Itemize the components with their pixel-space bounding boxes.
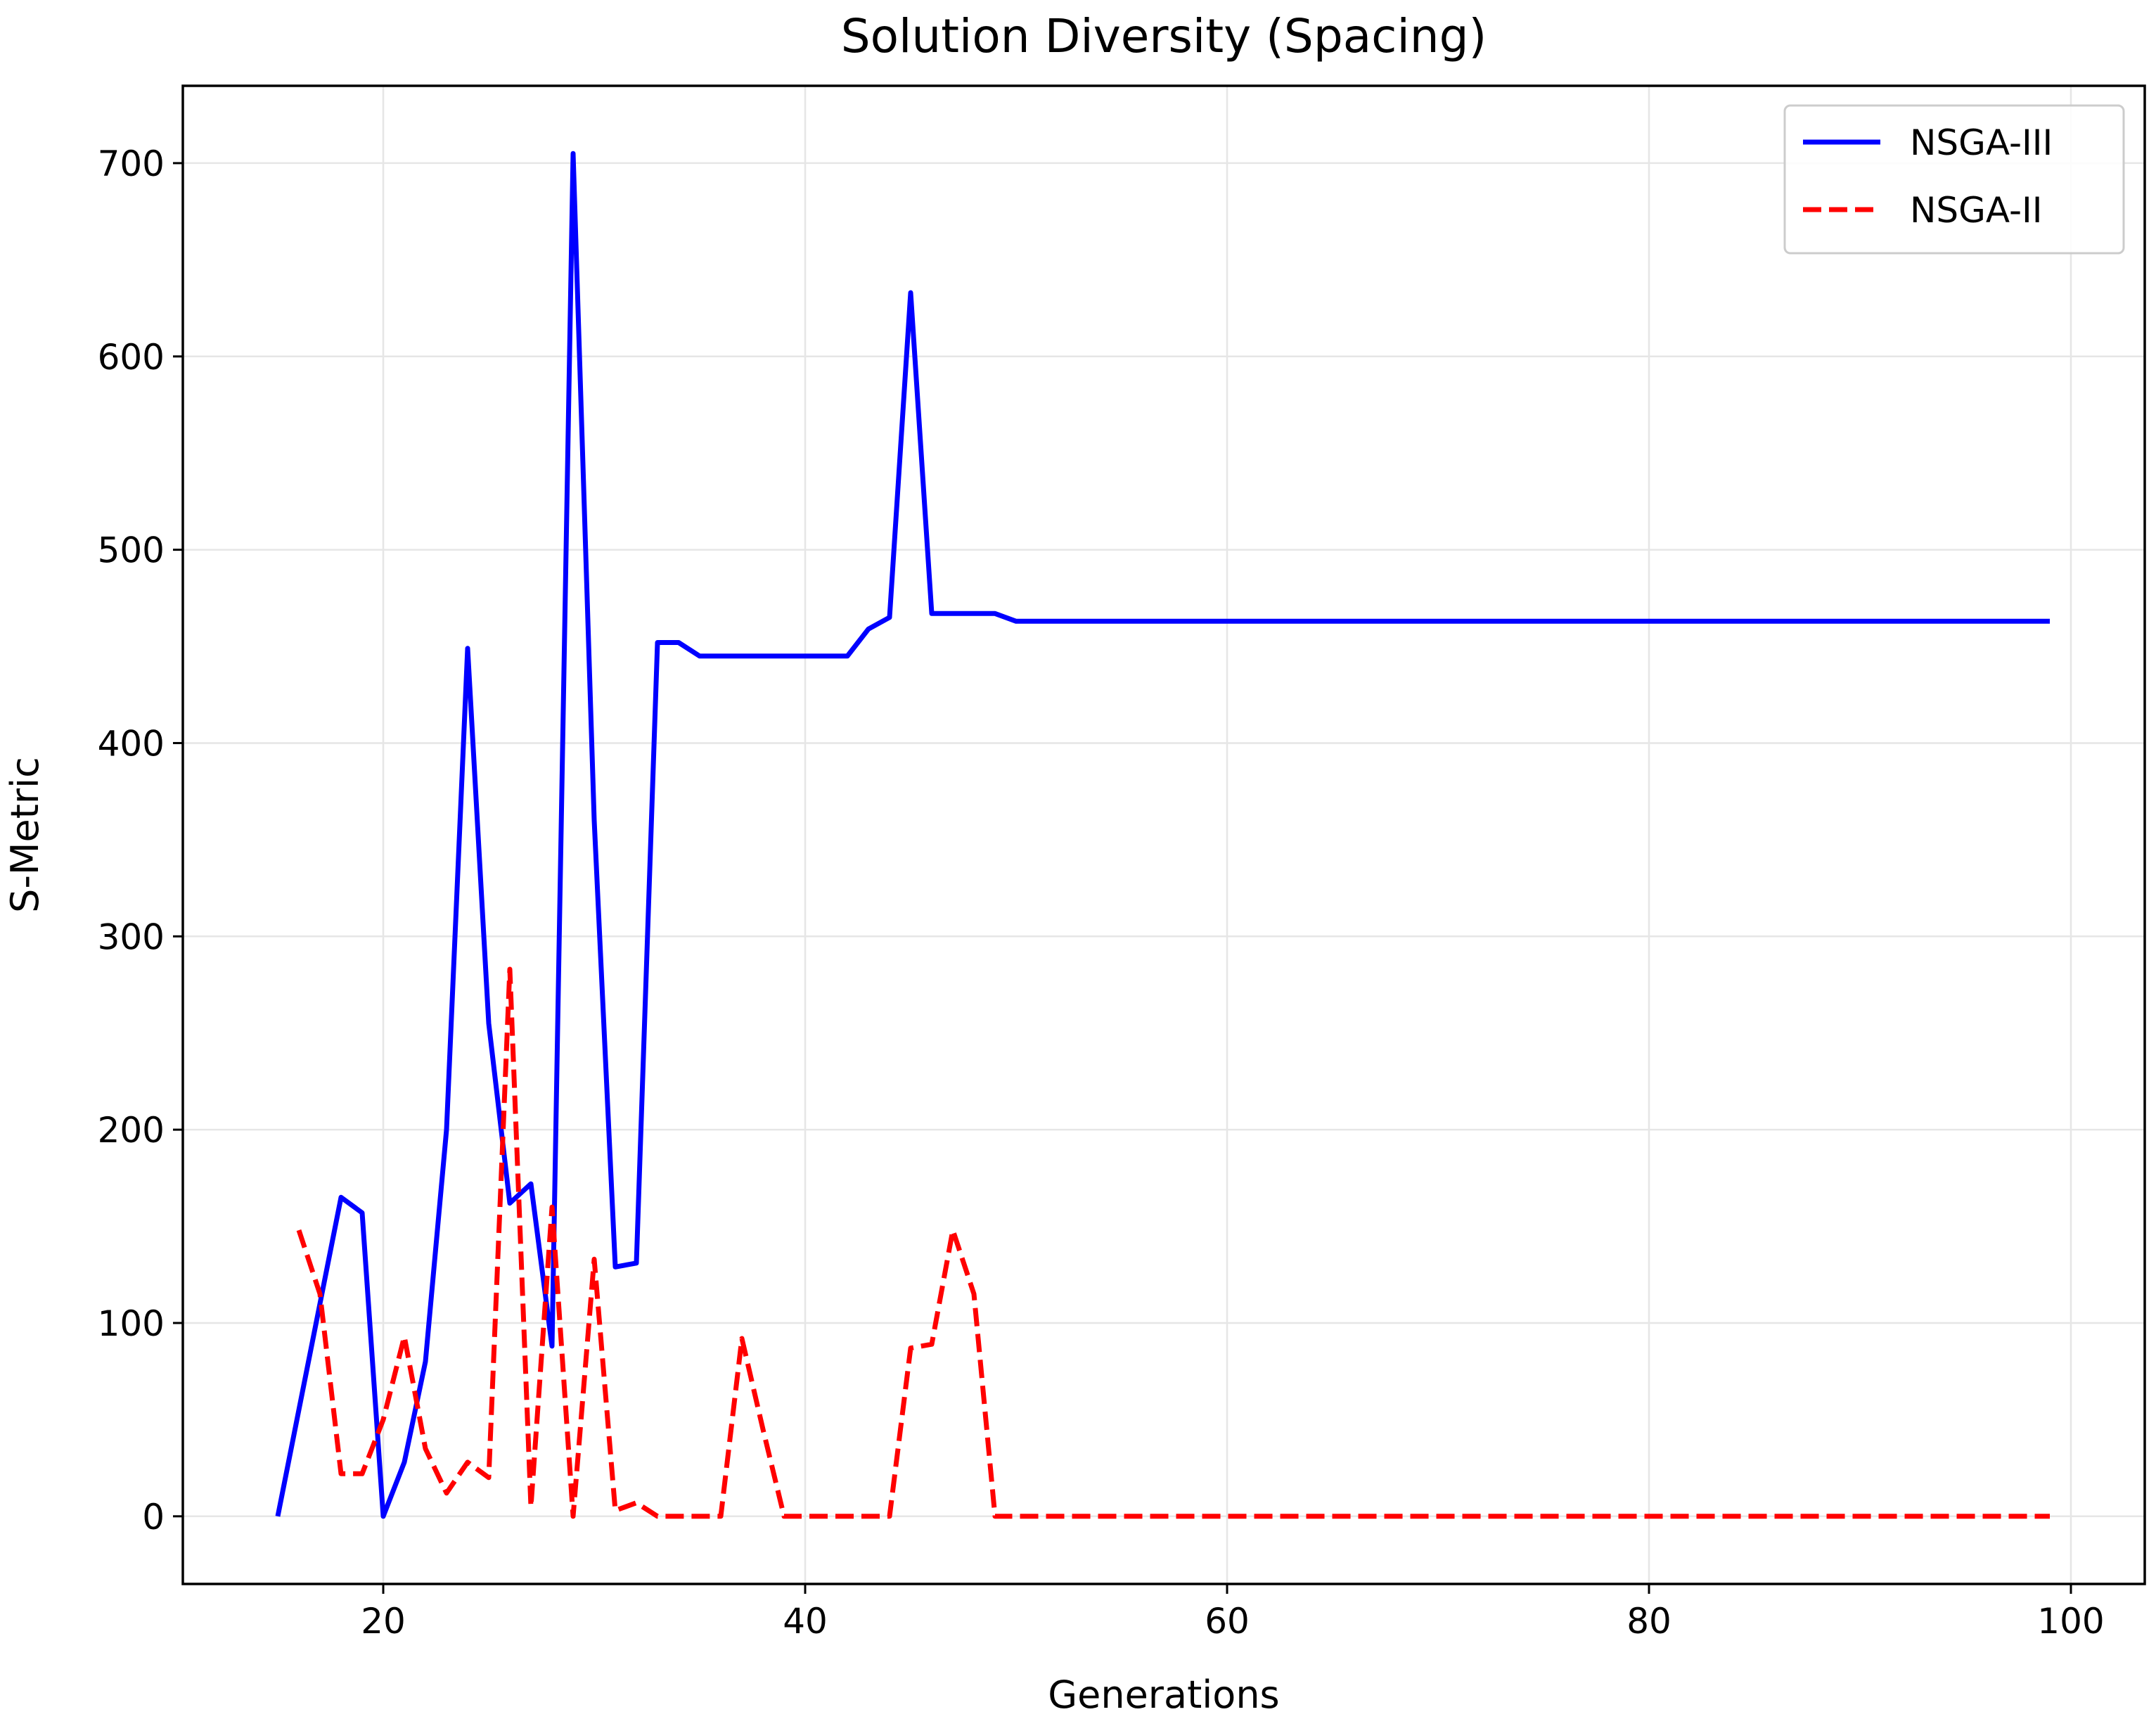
x-tick-label: 60	[1205, 1601, 1250, 1642]
y-tick-label: 100	[98, 1303, 165, 1344]
y-tick-label: 400	[98, 723, 165, 764]
legend-label-nsga-ii: NSGA-II	[1910, 190, 2043, 231]
y-tick-label: 700	[98, 143, 165, 184]
axis-ticks: 20 40 60 80 100 0 100 200 300 400 500 600 700	[98, 143, 2105, 1642]
legend-label-nsga-iii: NSGA-III	[1910, 122, 2053, 163]
chart-title: Solution Diversity (Spacing)	[841, 9, 1487, 63]
x-tick-label: 20	[361, 1601, 406, 1642]
y-tick-label: 500	[98, 530, 165, 571]
series-lines	[275, 151, 2050, 1519]
y-tick-label: 0	[142, 1497, 165, 1538]
x-axis-label: Generations	[1048, 1673, 1279, 1717]
y-axis-label: S-Metric	[3, 757, 47, 913]
y-tick-label: 600	[98, 337, 165, 378]
x-tick-label: 80	[1626, 1601, 1671, 1642]
series-line-nsga-ii	[296, 966, 2050, 1519]
x-tick-label: 40	[783, 1601, 828, 1642]
legend: NSGA-III NSGA-II	[1783, 104, 2125, 255]
y-tick-label: 300	[98, 916, 165, 957]
plot-frame	[181, 84, 2146, 1585]
y-tick-label: 200	[98, 1110, 165, 1151]
x-tick-label: 100	[2037, 1601, 2104, 1642]
series-line-nsga-iii	[275, 151, 2050, 1519]
